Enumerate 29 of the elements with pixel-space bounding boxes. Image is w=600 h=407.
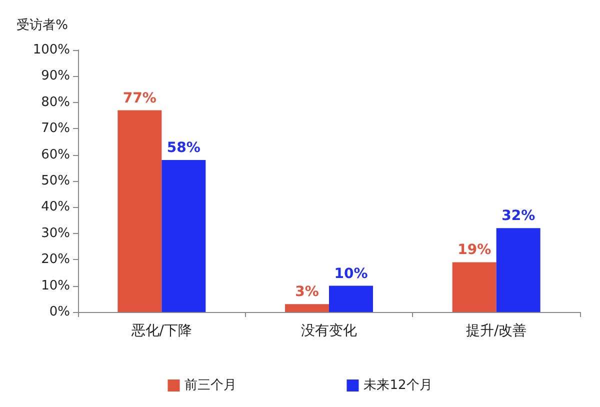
y-tick-label: 10% bbox=[41, 278, 70, 294]
bar bbox=[496, 228, 540, 312]
y-tick-label: 90% bbox=[41, 68, 70, 84]
data-label: 10% bbox=[334, 266, 368, 282]
y-tick-label: 20% bbox=[41, 252, 70, 268]
data-label: 32% bbox=[502, 208, 536, 224]
y-tick-label: 50% bbox=[41, 174, 70, 188]
bar bbox=[118, 110, 162, 312]
y-tick-label: 80% bbox=[41, 94, 70, 110]
y-tick-label: 70% bbox=[41, 121, 70, 136]
y-axis-title: 受访者% bbox=[16, 17, 68, 33]
data-label: 19% bbox=[458, 242, 492, 258]
bar bbox=[452, 262, 496, 312]
x-tick-label: 提升/改善 bbox=[466, 322, 527, 339]
data-label: 3% bbox=[295, 284, 319, 300]
bar bbox=[162, 160, 206, 312]
data-label: 58% bbox=[166, 140, 200, 156]
bar bbox=[329, 286, 373, 312]
y-tick-label: 0% bbox=[49, 304, 70, 320]
x-tick-label: 恶化/下降 bbox=[130, 323, 192, 339]
y-tick-label: 100% bbox=[32, 42, 70, 58]
y-tick-label: 60% bbox=[41, 147, 70, 162]
legend-label: 前三个月 bbox=[184, 378, 237, 393]
legend-label: 未来12个月 bbox=[364, 378, 432, 393]
y-tick-label: 30% bbox=[41, 226, 70, 241]
y-tick-label: 40% bbox=[41, 200, 70, 215]
bar bbox=[285, 304, 329, 312]
data-label: 77% bbox=[122, 90, 156, 106]
x-tick-label: 没有变化 bbox=[301, 323, 357, 339]
